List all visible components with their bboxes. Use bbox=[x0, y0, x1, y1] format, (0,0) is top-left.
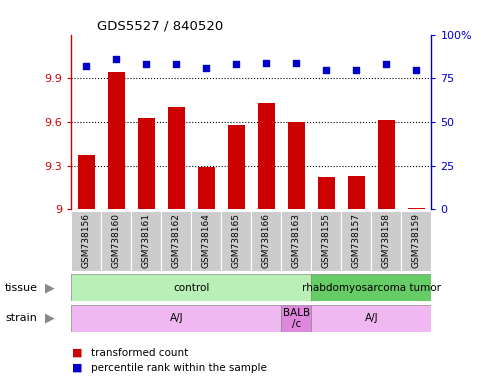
Bar bbox=[371, 211, 401, 271]
Text: GSM738157: GSM738157 bbox=[352, 213, 361, 268]
Text: GSM738166: GSM738166 bbox=[262, 213, 271, 268]
Bar bbox=[168, 108, 185, 209]
Text: GSM738158: GSM738158 bbox=[382, 213, 391, 268]
Text: percentile rank within the sample: percentile rank within the sample bbox=[91, 363, 267, 373]
Bar bbox=[282, 305, 312, 332]
Point bbox=[262, 60, 270, 66]
Bar bbox=[71, 211, 102, 271]
Bar bbox=[288, 122, 305, 209]
Bar bbox=[312, 211, 341, 271]
Text: A/J: A/J bbox=[365, 313, 378, 323]
Text: ■: ■ bbox=[71, 363, 82, 373]
Text: tissue: tissue bbox=[5, 283, 38, 293]
Point bbox=[352, 66, 360, 73]
Bar bbox=[408, 208, 424, 209]
Bar bbox=[138, 118, 155, 209]
Bar bbox=[228, 125, 245, 209]
Bar bbox=[132, 211, 162, 271]
Text: GSM738161: GSM738161 bbox=[142, 213, 151, 268]
Bar bbox=[401, 211, 431, 271]
Text: transformed count: transformed count bbox=[91, 348, 188, 358]
Point bbox=[173, 61, 180, 67]
Bar bbox=[191, 211, 221, 271]
Point bbox=[142, 61, 150, 67]
Bar bbox=[71, 274, 312, 301]
Bar bbox=[348, 176, 365, 209]
Text: control: control bbox=[173, 283, 210, 293]
Text: rhabdomyosarcoma tumor: rhabdomyosarcoma tumor bbox=[302, 283, 441, 293]
Bar bbox=[78, 156, 95, 209]
Text: ■: ■ bbox=[71, 348, 82, 358]
Bar bbox=[378, 121, 394, 209]
Text: GDS5527 / 840520: GDS5527 / 840520 bbox=[97, 19, 223, 32]
Bar bbox=[312, 274, 431, 301]
Point bbox=[233, 61, 241, 67]
Bar bbox=[318, 177, 335, 209]
Bar bbox=[251, 211, 282, 271]
Text: BALB
/c: BALB /c bbox=[283, 308, 310, 329]
Text: GSM738163: GSM738163 bbox=[292, 213, 301, 268]
Point bbox=[203, 65, 211, 71]
Bar bbox=[341, 211, 371, 271]
Point bbox=[322, 66, 330, 73]
Point bbox=[383, 61, 390, 67]
Text: ▶: ▶ bbox=[44, 312, 54, 325]
Text: GSM738160: GSM738160 bbox=[112, 213, 121, 268]
Bar bbox=[71, 305, 282, 332]
Text: GSM738159: GSM738159 bbox=[412, 213, 421, 268]
Text: GSM738156: GSM738156 bbox=[82, 213, 91, 268]
Bar bbox=[161, 211, 191, 271]
Text: strain: strain bbox=[5, 313, 37, 323]
Text: GSM738155: GSM738155 bbox=[322, 213, 331, 268]
Point bbox=[82, 63, 90, 69]
Text: ▶: ▶ bbox=[44, 281, 54, 294]
Point bbox=[112, 56, 120, 62]
Point bbox=[413, 66, 421, 73]
Bar bbox=[108, 73, 125, 209]
Bar bbox=[102, 211, 132, 271]
Text: GSM738162: GSM738162 bbox=[172, 213, 181, 268]
Bar bbox=[258, 103, 275, 209]
Bar bbox=[221, 211, 251, 271]
Bar bbox=[282, 211, 312, 271]
Bar bbox=[198, 167, 214, 209]
Text: GSM738164: GSM738164 bbox=[202, 213, 211, 268]
Bar bbox=[312, 305, 431, 332]
Point bbox=[292, 60, 300, 66]
Text: GSM738165: GSM738165 bbox=[232, 213, 241, 268]
Text: A/J: A/J bbox=[170, 313, 183, 323]
